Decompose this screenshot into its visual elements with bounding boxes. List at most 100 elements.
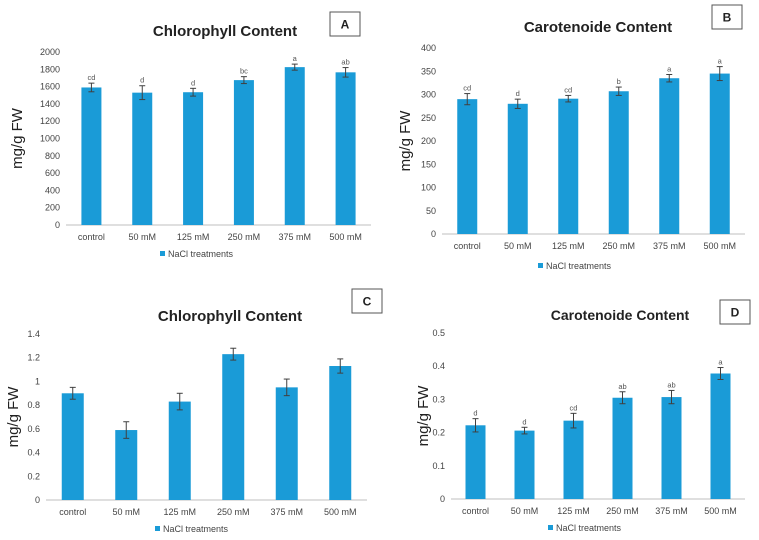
- significance-label: d: [516, 89, 520, 98]
- y-axis-label: mg/g FW: [9, 107, 26, 169]
- bar-50mm: [507, 103, 528, 234]
- significance-label: a: [718, 358, 723, 367]
- bar-control: [465, 425, 486, 499]
- significance-label: cd: [564, 85, 572, 94]
- legend-label: NaCl treatments: [556, 523, 622, 533]
- significance-label: cd: [570, 403, 578, 412]
- y-tick-label: 0.3: [432, 394, 445, 404]
- y-tick-label: 50: [426, 206, 436, 216]
- panel-label: C: [363, 295, 372, 309]
- panel-label: D: [731, 306, 740, 320]
- significance-label: cd: [87, 73, 95, 82]
- panel-label-box: [719, 299, 751, 325]
- y-tick-label: 100: [421, 183, 436, 193]
- y-tick-label: 250: [421, 113, 436, 123]
- y-tick-label: 200: [421, 136, 436, 146]
- significance-label: ab: [341, 58, 349, 67]
- x-tick-label: 50 mM: [511, 506, 539, 516]
- panel-label: B: [723, 11, 732, 25]
- x-tick-label: 375 mM: [278, 232, 311, 242]
- x-tick-label: 250 mM: [228, 232, 261, 242]
- panel-label: A: [341, 18, 350, 32]
- significance-label: a: [667, 65, 672, 74]
- y-tick-label: 0.4: [432, 361, 445, 371]
- chart-title: Carotenoide Content: [524, 19, 672, 36]
- x-tick-label: 375 mM: [655, 506, 688, 516]
- x-tick-label: 125 mM: [163, 507, 196, 517]
- significance-label: b: [617, 77, 621, 86]
- x-tick-label: 375 mM: [270, 507, 303, 517]
- y-tick-label: 0: [431, 229, 436, 239]
- bar-control: [457, 99, 478, 235]
- y-tick-label: 400: [45, 185, 60, 195]
- bar-375mm: [659, 78, 680, 234]
- x-tick-label: 250 mM: [606, 506, 639, 516]
- x-tick-label: control: [462, 506, 489, 516]
- legend-swatch: [155, 526, 160, 531]
- panel-b: Carotenoide Content Bmg/g FW 0 50 100 150 200 2…: [397, 4, 745, 271]
- bar-500mm: [329, 366, 352, 500]
- legend-label: NaCl treatments: [546, 261, 612, 271]
- bar-250mm: [612, 397, 633, 499]
- bar-250mm: [608, 91, 629, 235]
- x-tick-label: 250 mM: [217, 507, 250, 517]
- legend-swatch: [538, 263, 543, 268]
- y-tick-label: 0.8: [27, 400, 40, 410]
- y-tick-label: 1.4: [27, 329, 40, 339]
- legend-label: NaCl treatments: [163, 524, 229, 534]
- y-tick-label: 0: [35, 495, 40, 505]
- bar-250mm: [222, 354, 245, 500]
- y-tick-label: 0: [55, 220, 60, 230]
- y-tick-label: 1200: [40, 116, 60, 126]
- x-tick-label: 500 mM: [329, 232, 362, 242]
- y-tick-label: 0.1: [432, 461, 445, 471]
- y-tick-label: 0: [440, 494, 445, 504]
- x-tick-label: 500 mM: [703, 241, 736, 251]
- y-tick-label: 0.6: [27, 424, 40, 434]
- legend-swatch: [548, 525, 553, 530]
- x-tick-label: control: [59, 507, 86, 517]
- x-tick-label: 125 mM: [557, 506, 590, 516]
- panel-label-box: [351, 288, 383, 314]
- y-tick-label: 800: [45, 151, 60, 161]
- significance-label: d: [522, 417, 526, 426]
- bar-500mm: [709, 73, 730, 234]
- x-tick-label: 125 mM: [552, 241, 585, 251]
- significance-label: ab: [667, 380, 675, 389]
- bar-500mm: [335, 72, 356, 225]
- x-tick-label: 375 mM: [653, 241, 686, 251]
- chart-title: Chlorophyll Content: [158, 308, 302, 325]
- y-tick-label: 600: [45, 168, 60, 178]
- panel-d: Carotenoide Content Dmg/g FW 0 0.1 0.2 0.3 0.4…: [415, 299, 751, 533]
- chart-title: Chlorophyll Content: [153, 23, 297, 40]
- significance-label: ab: [618, 382, 626, 391]
- significance-label: bc: [240, 67, 248, 76]
- bar-50mm: [132, 92, 153, 225]
- y-tick-label: 1: [35, 376, 40, 386]
- legend-label: NaCl treatments: [168, 249, 234, 259]
- y-tick-label: 300: [421, 90, 436, 100]
- bar-375mm: [661, 397, 682, 499]
- y-tick-label: 2000: [40, 47, 60, 57]
- x-tick-label: control: [454, 241, 481, 251]
- y-tick-label: 1600: [40, 82, 60, 92]
- y-tick-label: 350: [421, 66, 436, 76]
- bar-125mm: [563, 420, 584, 499]
- y-tick-label: 1400: [40, 99, 60, 109]
- x-tick-label: 500 mM: [704, 506, 737, 516]
- significance-label: d: [473, 409, 477, 418]
- x-tick-label: 500 mM: [324, 507, 357, 517]
- significance-label: d: [140, 76, 144, 85]
- x-tick-label: control: [78, 232, 105, 242]
- bar-375mm: [275, 387, 298, 500]
- panel-label-box: [329, 11, 361, 37]
- bar-control: [81, 87, 102, 225]
- y-tick-label: 0.4: [27, 448, 40, 458]
- panel-a: Chlorophyll Content Amg/g FW 0 200 400 600 800…: [9, 11, 371, 259]
- significance-label: a: [293, 54, 298, 63]
- panel-c: Chlorophyll Content Cmg/g FW 0 0.2 0.4 0.6 0.8…: [5, 288, 383, 534]
- significance-label: cd: [463, 84, 471, 93]
- panel-label-box: [711, 4, 743, 30]
- y-axis-label: mg/g FW: [397, 110, 414, 172]
